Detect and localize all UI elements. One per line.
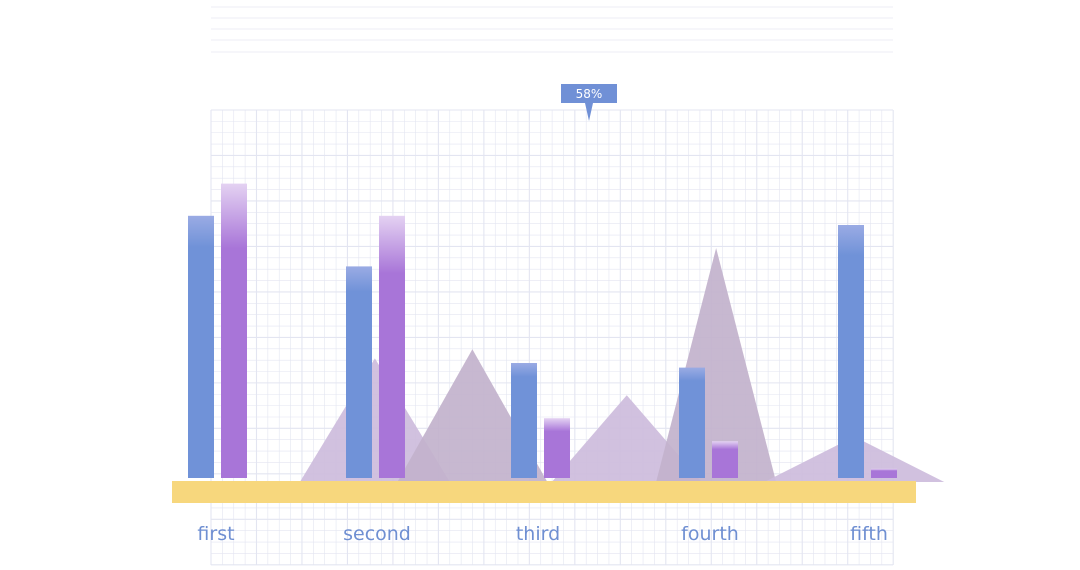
bar-series-a: [838, 225, 864, 478]
bar-series-a: [511, 363, 537, 478]
bar-series-a: [188, 215, 214, 479]
bar-series-a: [679, 367, 705, 478]
bar-series-a: [346, 266, 372, 478]
category-label: second: [343, 523, 411, 545]
category-labels: first second third fourth fifth: [197, 523, 887, 545]
triangle-mark: [397, 349, 548, 482]
bar-series-b: [871, 468, 897, 478]
bar-series-b: [221, 183, 247, 478]
value-tooltip: 58%: [561, 84, 617, 121]
triangle-mark: [299, 358, 450, 482]
bar-series-b: [544, 418, 570, 478]
bar-series-b: [712, 441, 738, 478]
decorative-top-lines: [211, 6, 893, 53]
category-label: fourth: [681, 523, 739, 545]
triangle-area-series: [299, 248, 945, 482]
bar-series: [188, 183, 897, 479]
category-label: first: [197, 523, 234, 545]
bar-series-b: [379, 215, 405, 479]
tooltip-bubble: [561, 84, 617, 121]
category-label: third: [516, 523, 560, 545]
baseline-band: [172, 481, 916, 503]
category-label: fifth: [850, 523, 888, 545]
tooltip-text: 58%: [576, 87, 603, 101]
